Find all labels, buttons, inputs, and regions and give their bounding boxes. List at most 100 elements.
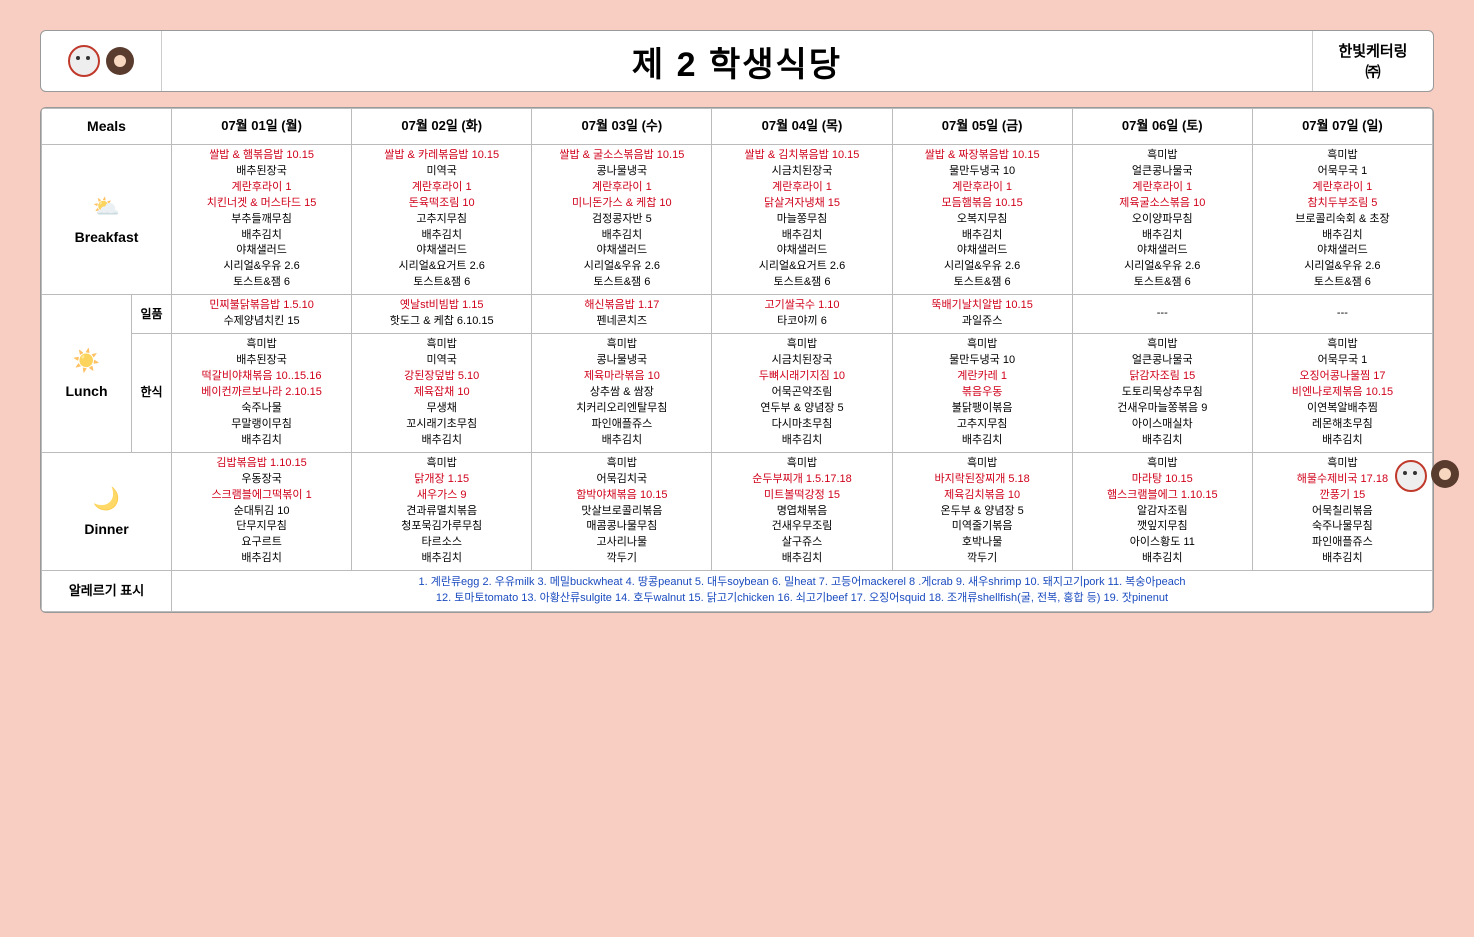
menu-item: 배추김치	[1075, 433, 1250, 449]
menu-item: 배추된장국	[174, 164, 349, 180]
menu-item: 흑미밥	[354, 456, 529, 472]
menu-item: 해신볶음밥 1.17	[534, 298, 709, 314]
menu-cell: 쌀밥 & 김치볶음밥 10.15시금치된장국계란후라이 1닭살겨자냉채 15마늘…	[712, 144, 892, 294]
menu-item: 계란후라이 1	[895, 180, 1070, 196]
menu-cell: 고기쌀국수 1.10타코야끼 6	[712, 295, 892, 334]
menu-item: 미역줄기볶음	[895, 519, 1070, 535]
menu-item: 제육굴소스볶음 10	[1075, 196, 1250, 212]
menu-item: 흑미밥	[354, 337, 529, 353]
menu-item: 쌀밥 & 짜장볶음밥 10.15	[895, 148, 1070, 164]
company-line2: ㈜	[1365, 61, 1380, 82]
menu-item: 배추김치	[714, 228, 889, 244]
menu-item: 치커리오리엔탈무침	[534, 401, 709, 417]
menu-item: 함박야채볶음 10.15	[534, 488, 709, 504]
menu-item: 오징어콩나물찜 17	[1255, 369, 1430, 385]
menu-item: 배추김치	[534, 228, 709, 244]
menu-item: 참치두부조림 5	[1255, 196, 1430, 212]
menu-item: 깍두기	[534, 551, 709, 567]
menu-item: 제육김치볶음 10	[895, 488, 1070, 504]
day-header-0: 07월 01일 (월)	[172, 109, 352, 145]
menu-item: 치킨너겟 & 머스타드 15	[174, 196, 349, 212]
menu-cell: 쌀밥 & 햄볶음밥 10.15배추된장국계란후라이 1치킨너겟 & 머스타드 1…	[172, 144, 352, 294]
menu-item: 숙주나물	[174, 401, 349, 417]
menu-item: 흑미밥	[1075, 337, 1250, 353]
menu-item: 시리얼&우유 2.6	[1255, 259, 1430, 275]
menu-item: 토스트&잼 6	[534, 275, 709, 291]
menu-cell: 뚝배기날치알밥 10.15과일쥬스	[892, 295, 1072, 334]
menu-item: 펜네콘치즈	[534, 314, 709, 330]
menu-item: 배추김치	[1075, 551, 1250, 567]
menu-item: 계란후라이 1	[534, 180, 709, 196]
day-header-3: 07월 04일 (목)	[712, 109, 892, 145]
menu-item: 떡갈비야채볶음 10..15.16	[174, 369, 349, 385]
menu-item: 볶음우동	[895, 385, 1070, 401]
menu-item: 배추김치	[174, 228, 349, 244]
sun-cloud-icon: ⛅	[44, 191, 169, 223]
menu-item: 배추김치	[354, 228, 529, 244]
day-header-2: 07월 03일 (수)	[532, 109, 712, 145]
allergy-header: 알레르기 표시	[42, 571, 172, 612]
menu-item: 과일쥬스	[895, 314, 1070, 330]
menu-item: 새우가스 9	[354, 488, 529, 504]
menu-item: 배추김치	[714, 551, 889, 567]
menu-item: 시리얼&우유 2.6	[174, 259, 349, 275]
menu-item: 스크램블에그떡볶이 1	[174, 488, 349, 504]
menu-item: 야채샐러드	[534, 243, 709, 259]
menu-item: 오복지무침	[895, 212, 1070, 228]
menu-cell: 흑미밥배추된장국떡갈비야채볶음 10..15.16베이컨까르보나라 2.10.1…	[172, 334, 352, 453]
girl-icon	[1431, 460, 1459, 488]
menu-item: 핫도그 & 케찹 6.10.15	[354, 314, 529, 330]
menu-item: 꼬시래기초무침	[354, 417, 529, 433]
menu-item: 시금치된장국	[714, 164, 889, 180]
menu-cell: 흑미밥미역국강된장덮밥 5.10제육잡채 10무생채꼬시래기초무침배추김치	[352, 334, 532, 453]
menu-item: 어묵칠리볶음	[1255, 504, 1430, 520]
menu-item: 옛날st비빔밥 1.15	[354, 298, 529, 314]
menu-item: 닭감자조림 15	[1075, 369, 1250, 385]
menu-item: 검정콩자반 5	[534, 212, 709, 228]
day-header-4: 07월 05일 (금)	[892, 109, 1072, 145]
menu-item: 도토리묵상추무침	[1075, 385, 1250, 401]
menu-cell: ---	[1072, 295, 1252, 334]
menu-item: 알감자조림	[1075, 504, 1250, 520]
menu-item: 건새우마늘쫑볶음 9	[1075, 401, 1250, 417]
menu-item: 무생채	[354, 401, 529, 417]
menu-item: 돈육떡조림 10	[354, 196, 529, 212]
menu-item: 햄스크램블에그 1.10.15	[1075, 488, 1250, 504]
menu-table-wrap: Meals 07월 01일 (월) 07월 02일 (화) 07월 03일 (수…	[40, 107, 1434, 613]
menu-item: 배추김치	[174, 433, 349, 449]
menu-item: 연두부 & 양념장 5	[714, 401, 889, 417]
menu-cell: 흑미밥어묵김치국함박야채볶음 10.15맛살브로콜리볶음매콤콩나물무침고사리나물…	[532, 452, 712, 571]
menu-item: 파인애플쥬스	[534, 417, 709, 433]
menu-item: 배추김치	[1075, 228, 1250, 244]
menu-item: 순두부찌개 1.5.17.18	[714, 472, 889, 488]
menu-item: 어묵김치국	[534, 472, 709, 488]
menu-item: 시리얼&우유 2.6	[1075, 259, 1250, 275]
lunch-ilpum-header: 일품	[132, 295, 172, 334]
menu-item: 닭개장 1.15	[354, 472, 529, 488]
menu-item: 흑미밥	[895, 337, 1070, 353]
menu-item: 계란후라이 1	[354, 180, 529, 196]
menu-cell: 흑미밥어묵무국 1오징어콩나물찜 17비엔나로제볶음 10.15이연복알배추찜레…	[1252, 334, 1432, 453]
menu-cell: 흑미밥물만두냉국 10계란카레 1볶음우동불닭팽이볶음고추지무침배추김치	[892, 334, 1072, 453]
menu-item: 쌀밥 & 김치볶음밥 10.15	[714, 148, 889, 164]
menu-item: 흑미밥	[534, 337, 709, 353]
robot-icon	[68, 45, 100, 77]
menu-item: 김밥볶음밥 1.10.15	[174, 456, 349, 472]
menu-item: 흑미밥	[534, 456, 709, 472]
menu-cell: 옛날st비빔밥 1.15핫도그 & 케찹 6.10.15	[352, 295, 532, 334]
menu-item: 이연복알배추찜	[1255, 401, 1430, 417]
menu-item: 야채샐러드	[1255, 243, 1430, 259]
menu-item: 토스트&잼 6	[1255, 275, 1430, 291]
menu-item: 배추김치	[174, 551, 349, 567]
menu-item: 온두부 & 양념장 5	[895, 504, 1070, 520]
menu-item: 베이컨까르보나라 2.10.15	[174, 385, 349, 401]
menu-item: 야채샐러드	[354, 243, 529, 259]
menu-cell: 흑미밥얼큰콩나물국계란후라이 1제육굴소스볶음 10오이양파무침배추김치야채샐러…	[1072, 144, 1252, 294]
menu-item: 흑미밥	[1075, 456, 1250, 472]
menu-item: 계란후라이 1	[1075, 180, 1250, 196]
menu-item: 레몬해초무침	[1255, 417, 1430, 433]
menu-item: 타코야끼 6	[714, 314, 889, 330]
menu-item: 어묵무국 1	[1255, 353, 1430, 369]
menu-item: 강된장덮밥 5.10	[354, 369, 529, 385]
menu-item: 시리얼&요거트 2.6	[714, 259, 889, 275]
